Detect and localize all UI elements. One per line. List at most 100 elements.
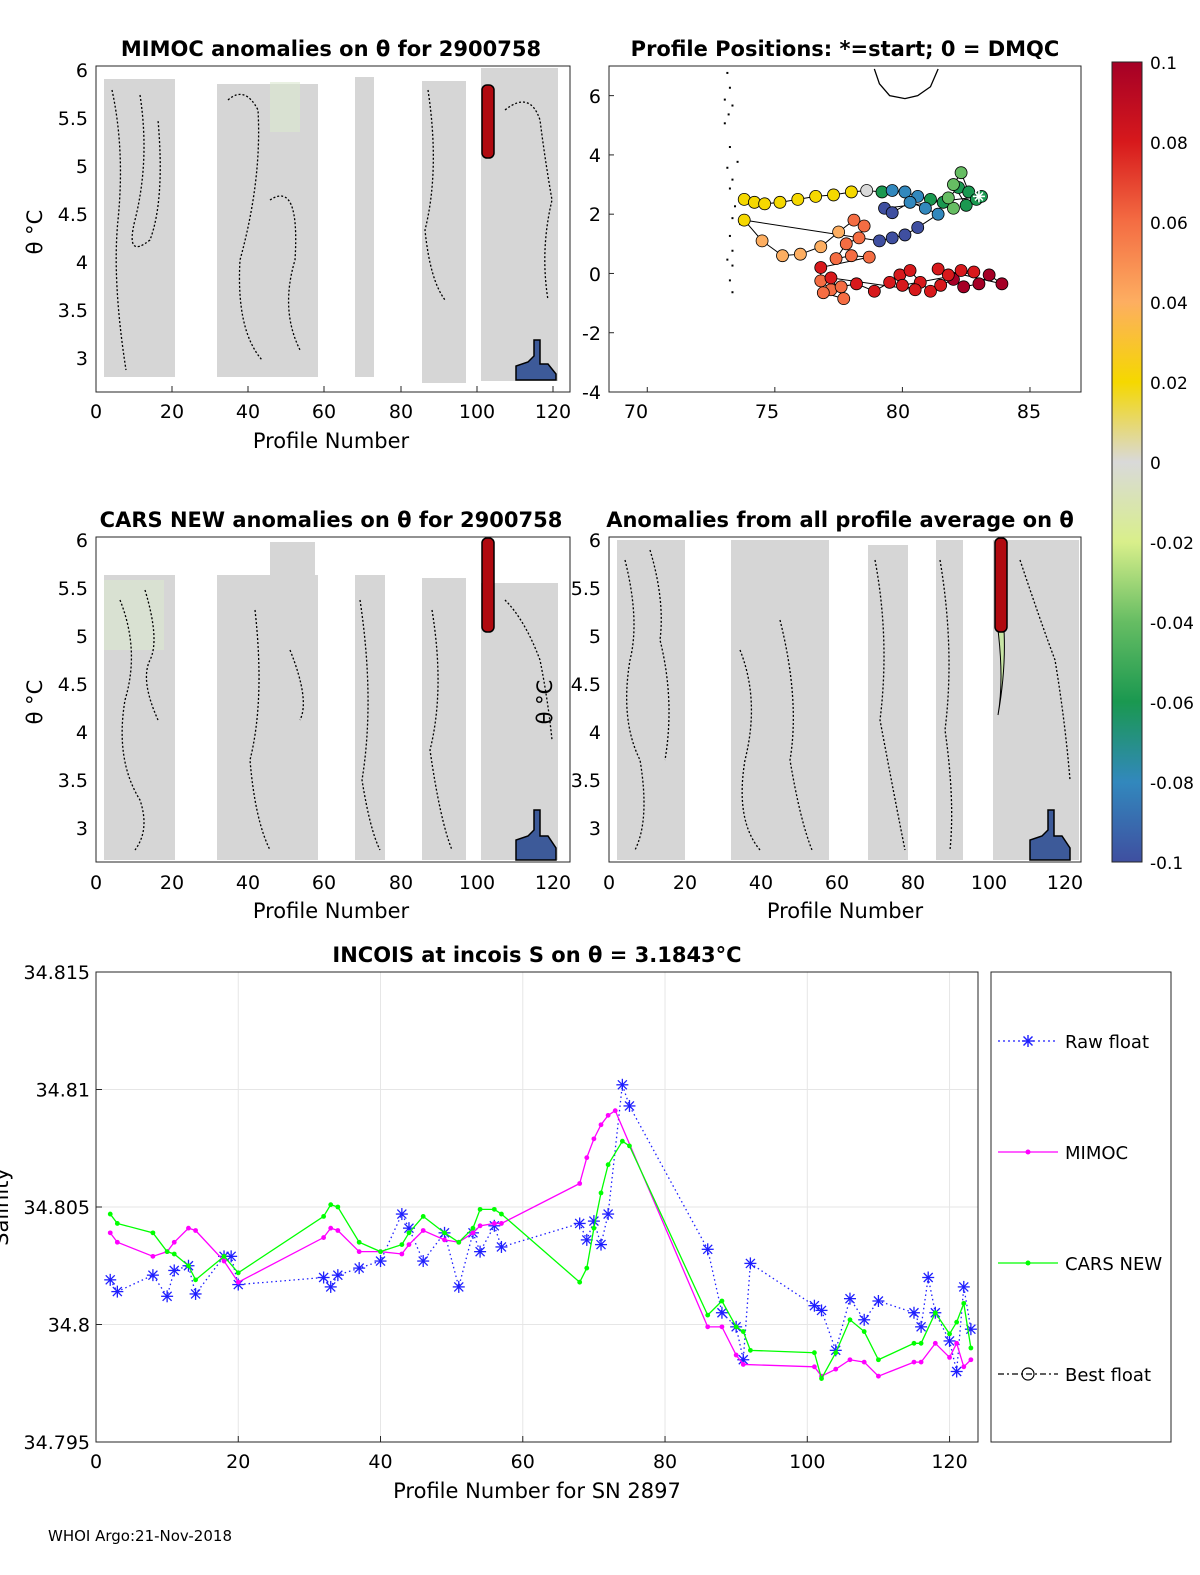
data-point xyxy=(442,1230,447,1236)
x-tick-label: 0 xyxy=(90,401,102,423)
data-point xyxy=(947,1355,952,1360)
data-point xyxy=(335,1204,341,1210)
profile-position-marker xyxy=(829,252,843,266)
profile-position-marker xyxy=(737,213,751,227)
data-point xyxy=(235,1270,241,1276)
data-block xyxy=(868,545,908,860)
data-point xyxy=(221,1258,227,1264)
y-tick-label: 5 xyxy=(76,156,88,178)
x-tick-label: 80 xyxy=(653,1451,677,1473)
x-tick-label: 0 xyxy=(90,872,102,894)
data-point xyxy=(605,1112,611,1118)
coast-dot xyxy=(728,234,731,237)
data-point xyxy=(968,1345,974,1351)
data-point xyxy=(612,1108,618,1114)
profile-position-marker xyxy=(947,201,960,215)
legend-item-cars-new: CARS NEW xyxy=(998,1254,1162,1275)
y-tick-label: 6 xyxy=(589,530,601,552)
data-point xyxy=(876,1373,881,1379)
data-point xyxy=(164,1249,170,1255)
profile-position-marker xyxy=(957,280,971,294)
data-point-star xyxy=(161,1290,174,1303)
cars-ylabel: θ °C xyxy=(23,680,47,725)
contour xyxy=(424,89,446,301)
data-point xyxy=(911,1359,917,1365)
circle-marker-icon xyxy=(1021,1367,1035,1381)
colorbar-tick: 0 xyxy=(1150,454,1161,474)
x-tick-label: 80 xyxy=(389,872,413,894)
data-point-star xyxy=(922,1271,935,1284)
data-point xyxy=(442,1237,447,1243)
colorbar-tick: 0.04 xyxy=(1150,294,1188,314)
data-point xyxy=(328,1202,334,1208)
x-tick-label: 100 xyxy=(459,401,495,423)
colorbar-bar xyxy=(1111,61,1143,863)
mimoc-yticks: 6 5.5 5 4.5 4 3.5 3 xyxy=(58,60,88,370)
data-point-star xyxy=(950,1365,963,1378)
x-tick-label: 120 xyxy=(535,872,571,894)
data-point xyxy=(733,1324,739,1330)
mimoc-axes xyxy=(95,65,571,393)
data-point-star xyxy=(331,1269,344,1282)
data-point xyxy=(171,1251,177,1257)
contour xyxy=(227,93,263,361)
data-point xyxy=(577,1279,583,1285)
coast-dot xyxy=(723,98,726,101)
data-point xyxy=(812,1364,817,1370)
positions-xticks: 70 75 80 85 xyxy=(624,401,1041,423)
y-tick-label: 3.5 xyxy=(571,770,601,792)
data-point xyxy=(740,1329,746,1334)
x-tick-label: 20 xyxy=(160,401,184,423)
profile-position-marker xyxy=(839,237,853,251)
profile-position-marker xyxy=(860,184,874,197)
x-tick-label: 20 xyxy=(226,1451,250,1473)
data-point-star xyxy=(146,1269,159,1282)
data-point xyxy=(584,1155,590,1161)
contour xyxy=(939,559,953,851)
data-point-star xyxy=(907,1306,920,1319)
x-tick-label: 0 xyxy=(603,872,615,894)
incois-panel: INCOIS at incois S on θ = 3.1843°C 0 20 40… xyxy=(0,943,979,1503)
cars-panel: CARS NEW anomalies on θ for 2900758 0 20… xyxy=(23,508,571,923)
contour xyxy=(289,649,304,721)
colorbar-tick: 0.08 xyxy=(1150,134,1188,154)
x-tick-label: 60 xyxy=(312,872,336,894)
data-point-star xyxy=(595,1238,608,1251)
data-point-star xyxy=(957,1280,970,1293)
x-tick-label: 120 xyxy=(1047,872,1083,894)
legend: Raw float MIMOC CARS NEW Best float xyxy=(990,971,1172,1443)
profile-position-marker xyxy=(896,278,909,292)
profile-position-marker xyxy=(873,234,886,248)
cars-heatmap xyxy=(104,537,558,861)
data-point xyxy=(876,1357,881,1363)
profile-position-marker xyxy=(947,178,960,191)
data-point xyxy=(477,1206,483,1212)
y-tick-label: 3.5 xyxy=(58,300,88,322)
legend-box xyxy=(990,971,1172,1443)
data-point xyxy=(740,1362,746,1367)
profile-position-marker xyxy=(867,284,881,298)
x-tick-label: 120 xyxy=(931,1451,967,1473)
positive-anomaly-patch xyxy=(481,84,495,159)
positive-anomaly-patch xyxy=(994,537,1008,633)
y-tick-label: 2 xyxy=(589,204,601,226)
contour xyxy=(359,599,381,851)
data-point-star xyxy=(843,1292,856,1305)
data-point xyxy=(150,1253,156,1259)
data-point-star xyxy=(495,1240,508,1253)
data-point xyxy=(833,1366,839,1372)
series-raw-float xyxy=(104,1078,977,1378)
coastline xyxy=(873,68,939,100)
contour xyxy=(874,559,906,851)
profile-position-marker xyxy=(758,197,772,211)
y-tick-label: 6 xyxy=(589,86,601,108)
profile-position-marker xyxy=(776,249,789,263)
data-point-star xyxy=(452,1280,465,1293)
data-point xyxy=(477,1223,483,1229)
profile-position-marker xyxy=(898,185,912,199)
contour xyxy=(779,619,813,851)
data-point xyxy=(577,1181,583,1186)
data-point-star xyxy=(317,1271,330,1284)
data-point xyxy=(321,1214,327,1219)
y-tick-label: 3 xyxy=(76,348,88,370)
